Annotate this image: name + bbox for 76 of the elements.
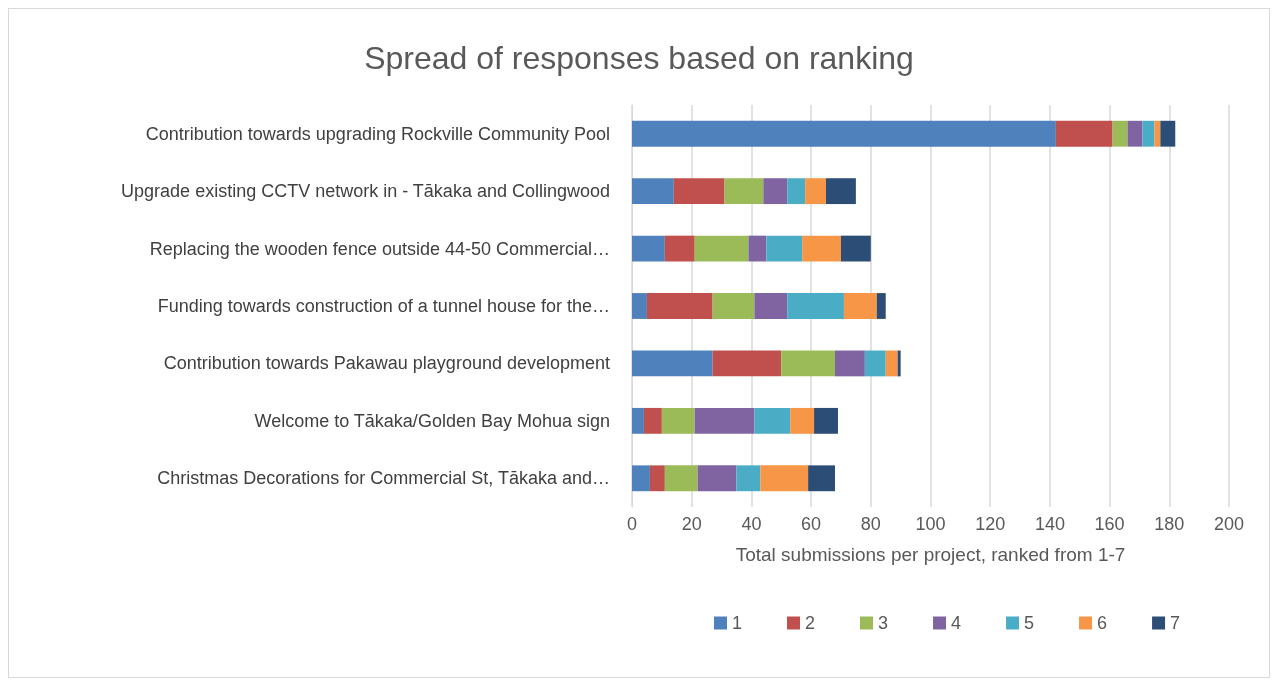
y-tick-label: Contribution towards upgrading Rockville Community Pool: [145, 123, 610, 144]
bar: [643, 407, 662, 434]
bar: [632, 120, 1056, 147]
x-tick-label: 120: [975, 514, 1006, 534]
x-tick-label: 0: [626, 514, 638, 534]
legend-label: 6: [1097, 613, 1108, 633]
legend-label: 4: [951, 613, 962, 633]
bar: [1142, 120, 1155, 147]
bar: [1112, 120, 1128, 147]
bar: [646, 293, 713, 319]
bar: [787, 178, 806, 205]
bar: [843, 293, 877, 319]
x-tick-label: 180: [1154, 514, 1185, 534]
bar: [763, 178, 788, 205]
bar: [864, 350, 886, 377]
bar: [897, 350, 901, 377]
bar: [787, 293, 844, 319]
bar: [840, 235, 871, 262]
bar: [781, 350, 835, 377]
legend-label: 1: [732, 613, 743, 633]
bar: [664, 235, 695, 262]
legend-label: 2: [805, 613, 816, 633]
x-axis-title: Total submissions per project, ranked from 1-7: [735, 544, 1126, 565]
x-tick-label: 20: [681, 514, 702, 534]
x-tick-label: 100: [915, 514, 946, 534]
y-tick-label: Funding towards construction of a tunnel house for the…: [157, 296, 610, 316]
chart-title: Spread of responses based on ranking: [364, 40, 914, 76]
bar: [736, 465, 761, 492]
bar: [885, 350, 898, 377]
bar: [790, 407, 815, 434]
bar: [632, 178, 674, 205]
bar: [1160, 120, 1176, 147]
bar: [712, 293, 755, 319]
bar: [697, 465, 737, 492]
bar: [632, 465, 650, 492]
bar: [826, 178, 856, 205]
y-tick-label: Contribution towards Pakawau playground development: [163, 353, 610, 374]
bar: [1154, 120, 1161, 147]
y-tick-label: Upgrade existing CCTV network in - Tākaka and Collingwood: [121, 181, 610, 202]
x-tick-label: 60: [801, 514, 822, 534]
y-tick-label: Welcome to Tākaka/Golden Bay Mohua sign: [254, 410, 610, 431]
bar: [766, 235, 803, 262]
y-tick-label: Replacing the wooden fence outside 44-50 Commercial…: [149, 238, 610, 259]
x-tick-label: 40: [741, 514, 762, 534]
x-tick-label: 80: [860, 514, 881, 534]
bar: [632, 293, 647, 319]
bar: [632, 350, 713, 377]
bar: [808, 465, 835, 492]
bar: [632, 407, 644, 434]
bar: [1127, 120, 1143, 147]
bar: [760, 465, 809, 492]
bar: [754, 293, 788, 319]
bar: [748, 235, 767, 262]
bar: [712, 350, 782, 377]
y-tick-label: Christmas Decorations for Commercial St, Tākaka and…: [157, 468, 610, 489]
bar: [673, 178, 725, 205]
bar: [834, 350, 865, 377]
bar: [814, 407, 838, 434]
x-tick-label: 140: [1034, 514, 1065, 534]
legend-label: 3: [878, 613, 889, 633]
x-tick-label: 160: [1094, 514, 1125, 534]
bar: [754, 407, 791, 434]
bar: [724, 178, 764, 205]
bar: [661, 407, 695, 434]
bar: [876, 293, 886, 319]
x-tick-label: 200: [1213, 514, 1245, 534]
legend-label: 5: [1024, 613, 1035, 633]
bar: [805, 178, 827, 205]
bar: [694, 235, 749, 262]
bar: [664, 465, 698, 492]
legend-label: 7: [1170, 613, 1181, 633]
bar: [802, 235, 841, 262]
bar: [1055, 120, 1113, 147]
bar: [649, 465, 665, 492]
bar: [632, 235, 665, 262]
bar: [694, 407, 755, 434]
